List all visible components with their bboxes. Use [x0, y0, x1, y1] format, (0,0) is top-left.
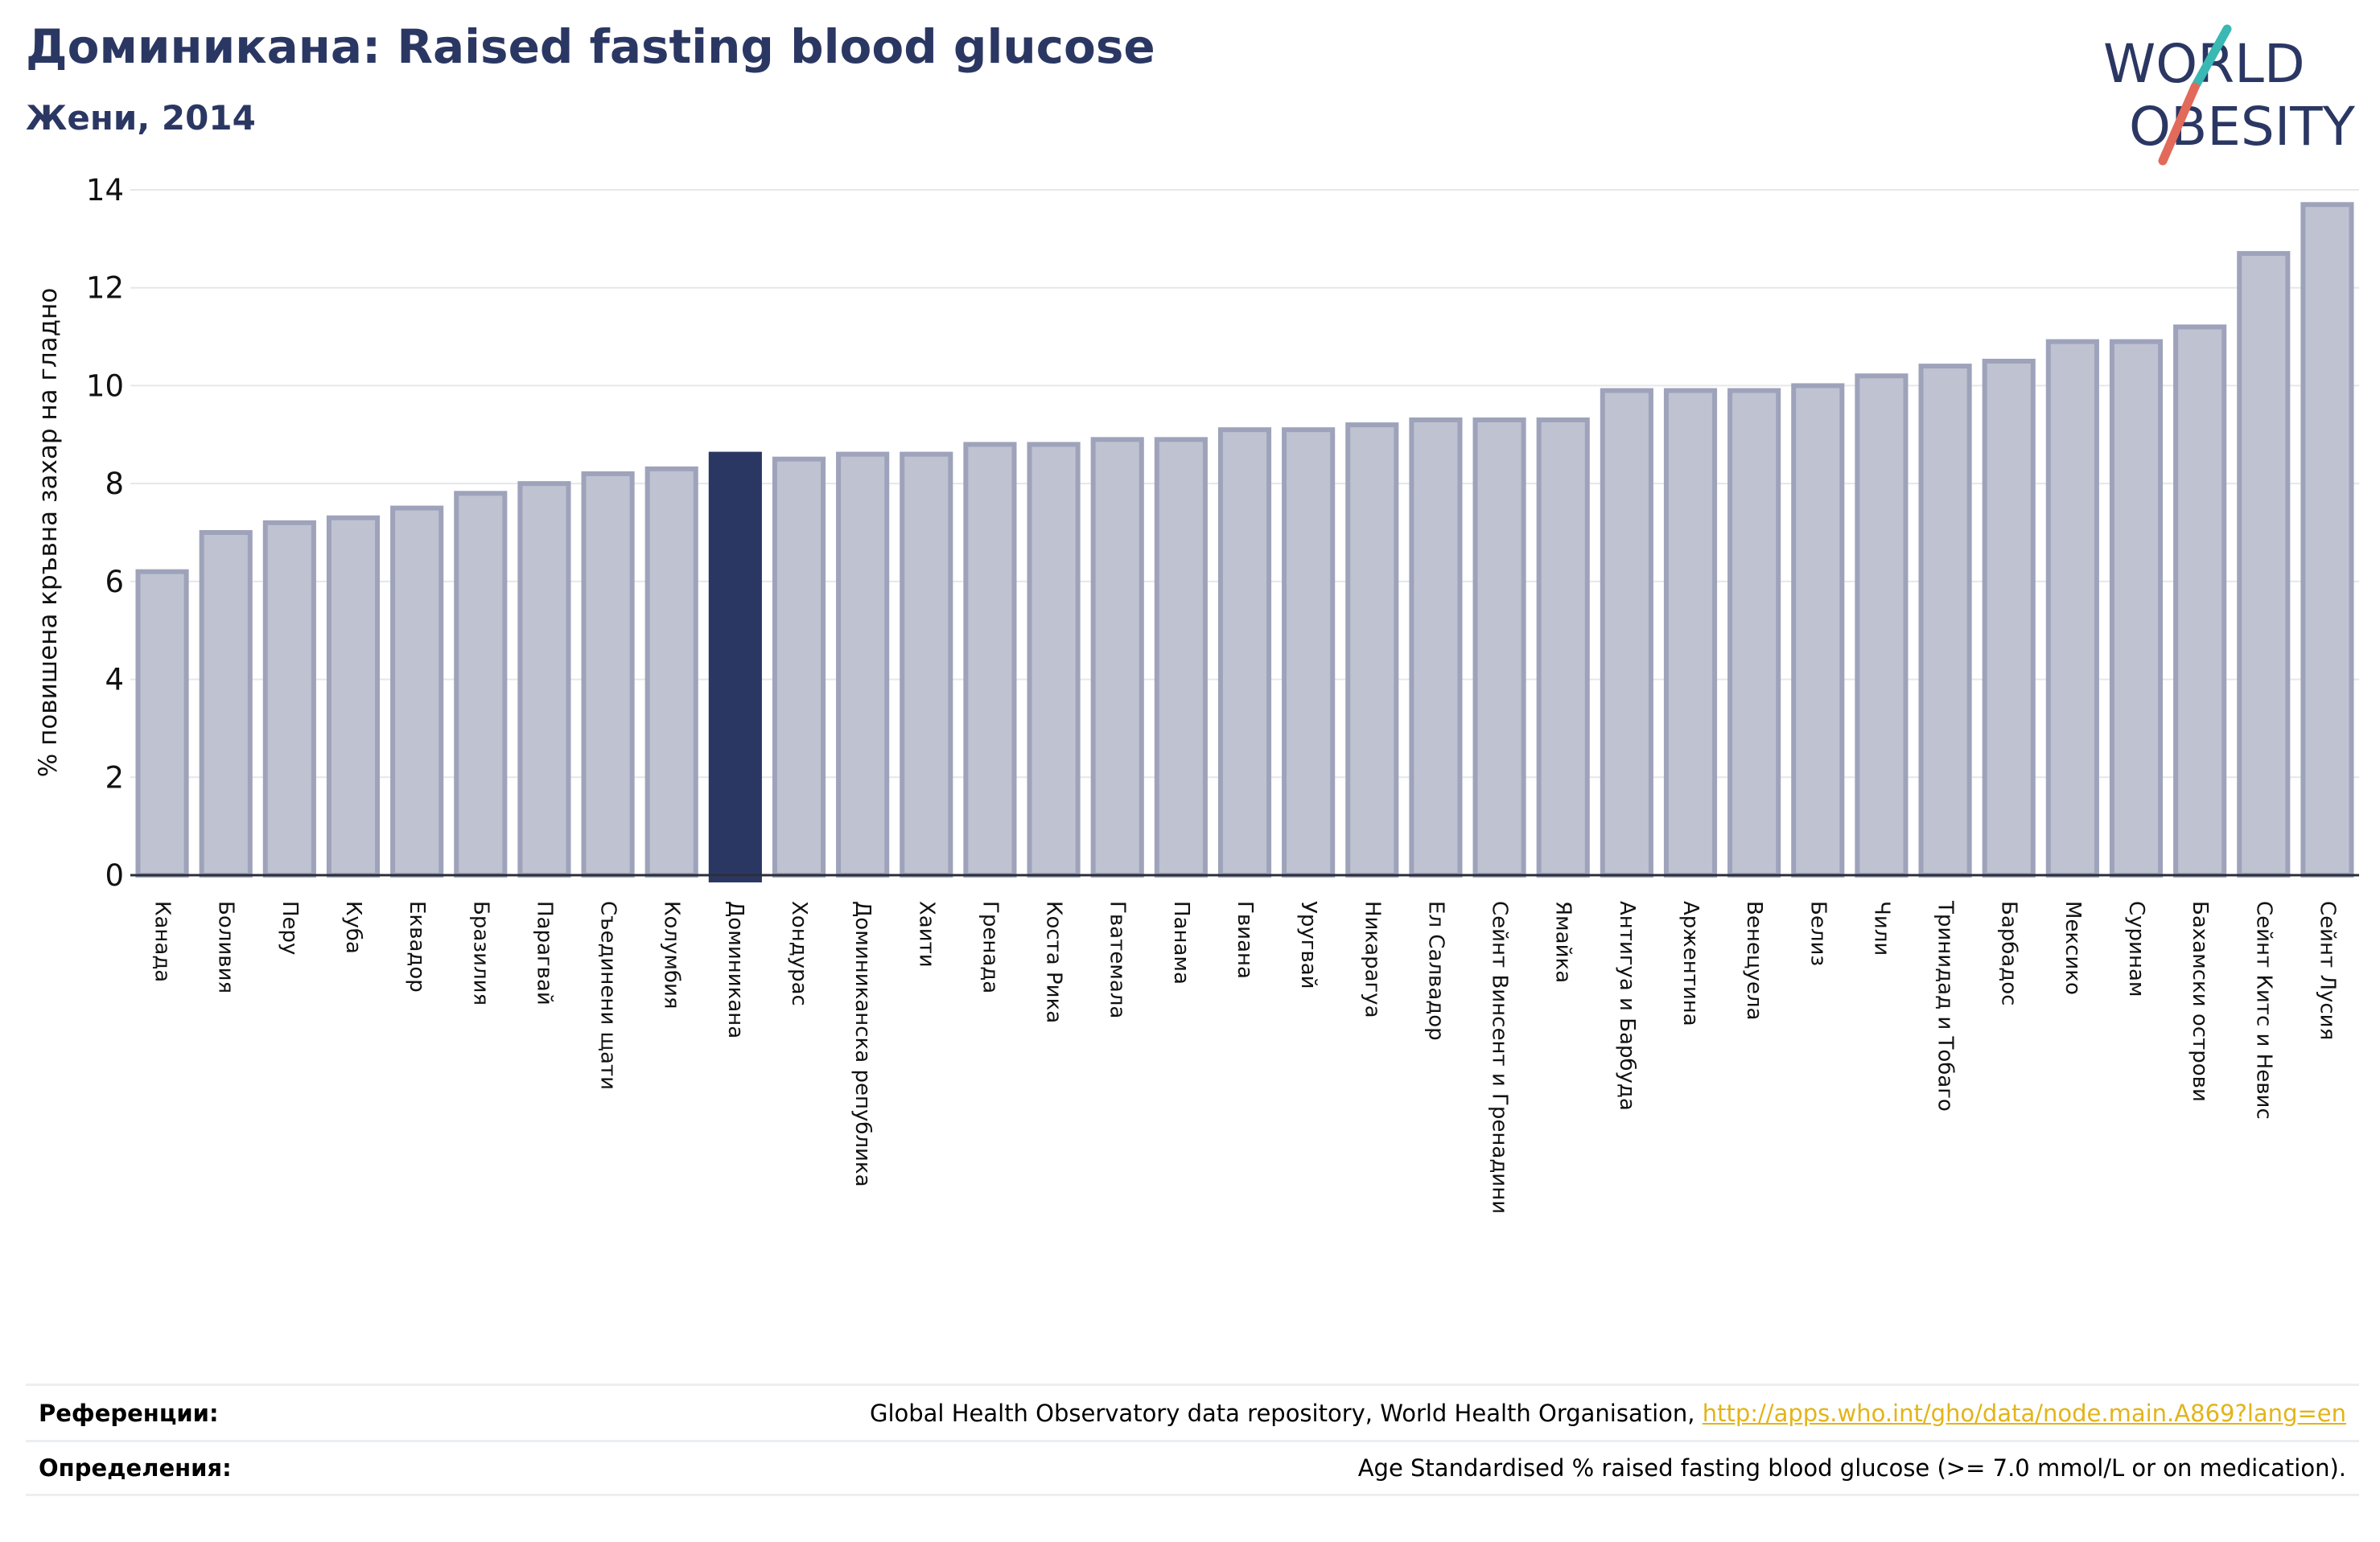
bar — [2045, 339, 2099, 878]
chart-subtitle: Жени, 2014 — [26, 98, 256, 138]
world-obesity-logo: WORLD OBESITY — [2103, 24, 2356, 166]
bar — [2173, 324, 2227, 878]
bar — [1282, 427, 1336, 878]
bar — [199, 530, 253, 878]
x-tick-label: Белиз — [1806, 901, 1830, 966]
y-tick-label: 10 — [86, 368, 124, 403]
bar — [1090, 437, 1144, 878]
bar — [2109, 339, 2164, 878]
y-tick-label: 14 — [86, 173, 124, 208]
x-tick-label: Боливия — [214, 901, 238, 993]
references-source: Global Health Observatory data repositor… — [869, 1399, 1703, 1427]
x-tick-label: Колумбия — [660, 901, 684, 1009]
x-tick-label: Канада — [150, 901, 175, 982]
x-tick-label: Бахамски острови — [2188, 901, 2212, 1102]
x-tick-label: Венецуела — [1742, 901, 1766, 1020]
x-tick-label: Уругвай — [1296, 901, 1320, 989]
bar — [135, 569, 189, 878]
x-tick-label: Никарагуа — [1360, 901, 1384, 1018]
x-tick-label: Гвиана — [1233, 901, 1257, 979]
bar — [581, 471, 635, 878]
bar — [390, 505, 444, 878]
logo-slash-coral — [2158, 82, 2200, 166]
x-tick-label: Гватемала — [1106, 901, 1130, 1018]
bar — [1472, 417, 1526, 878]
bar — [1663, 388, 1718, 878]
definitions-row: Определения: Age Standardised % raised f… — [26, 1440, 2359, 1496]
bar-chart: 0 2 4 6 8 10 12 14 Канада Боливия Перу Куба Еквадор… — [34, 173, 2359, 1214]
x-tick-label: Тринидад и Тобаго — [1933, 900, 1958, 1112]
x-tick-label: Сейнт Китс и Невис — [2251, 901, 2275, 1120]
logo-slash-teal — [2190, 24, 2232, 92]
y-tick-label: 6 — [105, 565, 124, 599]
references-row: Референции: Global Health Observatory da… — [26, 1384, 2359, 1440]
bar — [454, 491, 508, 878]
bars — [135, 202, 2354, 882]
footer: Референции: Global Health Observatory da… — [26, 1384, 2359, 1496]
y-axis-ticks: 0 2 4 6 8 10 12 14 — [86, 173, 124, 893]
bar-highlighted — [708, 451, 762, 882]
x-tick-label: Куба — [341, 901, 365, 954]
x-tick-label: Ел Салвадор — [1423, 901, 1447, 1041]
x-tick-label: Доминикана — [723, 901, 747, 1038]
bar — [772, 456, 826, 878]
x-tick-label: Мексико — [2061, 901, 2085, 995]
x-tick-label: Сейнт Лусия — [2315, 901, 2339, 1040]
y-tick-label: 4 — [105, 663, 124, 697]
references-label: Референции: — [39, 1399, 219, 1427]
bar — [1855, 373, 1909, 878]
bar — [1345, 422, 1399, 878]
x-tick-label: Чили — [1869, 901, 1893, 956]
x-tick-label: Доминиканска република — [850, 901, 875, 1187]
x-tick-label: Перу — [278, 901, 302, 955]
bar — [836, 451, 890, 878]
y-tick-label: 12 — [86, 271, 124, 306]
bar — [1217, 427, 1272, 878]
bar — [963, 442, 1017, 878]
bar — [1027, 442, 1081, 878]
y-axis-label: % повишена кръвна захар на гладно — [34, 288, 63, 777]
x-tick-label: Бразилия — [468, 901, 492, 1005]
x-tick-label: Хондурас — [787, 901, 811, 1006]
x-tick-label: Суринам — [2124, 901, 2148, 997]
bar — [262, 520, 316, 878]
bar — [1600, 388, 1653, 878]
x-tick-label: Гренада — [978, 901, 1002, 993]
chart-title: Доминикана: Raised fasting blood glucose — [26, 19, 1155, 74]
bar — [1154, 437, 1208, 878]
references-text: Global Health Observatory data repositor… — [870, 1400, 2346, 1427]
x-tick-label: Хаити — [914, 901, 938, 968]
bar — [1409, 417, 1463, 878]
bar — [1727, 388, 1781, 878]
bar — [517, 481, 571, 878]
bar — [1918, 364, 1972, 878]
x-tick-label: Барбадос — [1997, 901, 2021, 1005]
references-link[interactable]: http://apps.who.int/gho/data/node.main.A… — [1702, 1399, 2346, 1427]
y-tick-label: 2 — [105, 760, 124, 795]
bar — [326, 515, 381, 878]
definitions-text: Age Standardised % raised fasting blood … — [1357, 1454, 2346, 1482]
x-tick-label: Парагвай — [532, 901, 556, 1005]
x-axis-labels: Канада Боливия Перу Куба Еквадор Бразилия Пара… — [150, 900, 2340, 1214]
x-tick-label: Сейнт Винсент и Гренадини — [1488, 901, 1512, 1214]
x-tick-label: Ямайка — [1551, 901, 1575, 983]
bar — [644, 466, 698, 878]
x-tick-label: Антигуа и Барбуда — [1615, 901, 1639, 1111]
x-tick-label: Еквадор — [405, 901, 429, 993]
y-tick-label: 0 — [105, 858, 124, 893]
bar — [1982, 359, 2036, 878]
bar — [1536, 417, 1590, 878]
y-tick-label: 8 — [105, 467, 124, 501]
bar — [1791, 383, 1845, 878]
bar — [2300, 202, 2354, 878]
x-tick-label: Аржентина — [1678, 901, 1703, 1026]
bar — [2237, 251, 2291, 878]
x-tick-label: Коста Рика — [1042, 901, 1066, 1023]
definitions-label: Определения: — [39, 1454, 232, 1482]
x-tick-label: Съединени щати — [596, 901, 620, 1090]
x-tick-label: Панама — [1169, 901, 1193, 985]
bar — [900, 451, 953, 878]
